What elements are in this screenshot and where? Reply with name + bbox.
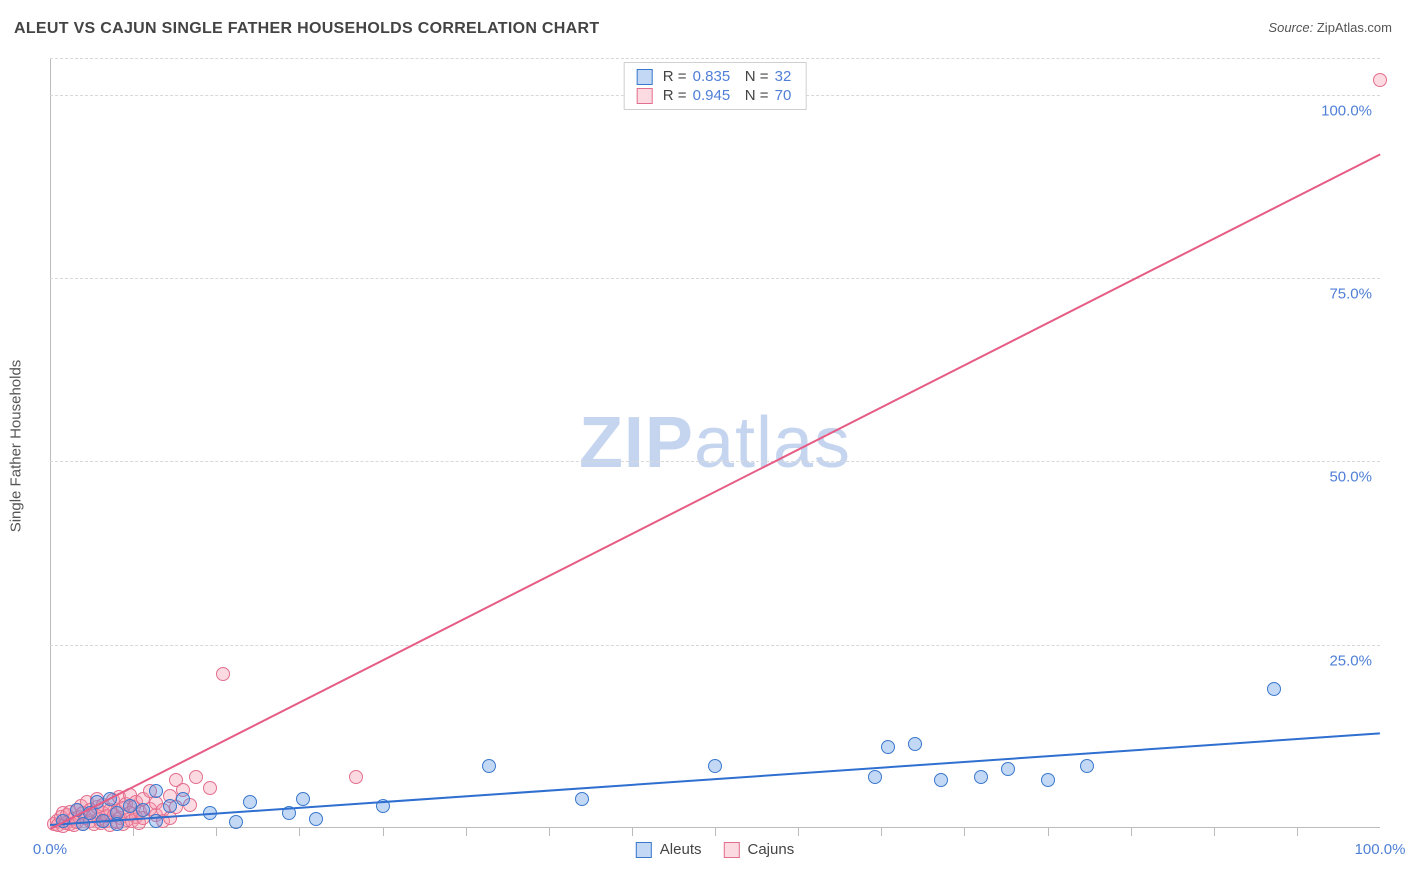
legend-stats-text: R = 0.835 N = 32 [663, 68, 794, 85]
y-tick-label: 100.0% [1321, 102, 1372, 119]
marker-aleuts [243, 795, 257, 809]
x-tick [216, 828, 217, 836]
legend-item-cajuns: Cajuns [724, 841, 795, 858]
legend-series: Aleuts Cajuns [636, 841, 794, 858]
legend-stats: R = 0.835 N = 32 R = 0.945 N = 70 [624, 62, 807, 110]
gridline-h [50, 278, 1380, 279]
marker-aleuts [1267, 682, 1281, 696]
marker-aleuts [176, 792, 190, 806]
marker-aleuts [575, 792, 589, 806]
x-tick [1297, 828, 1298, 836]
gridline-h [50, 645, 1380, 646]
marker-aleuts [163, 799, 177, 813]
marker-aleuts [309, 812, 323, 826]
marker-aleuts [868, 770, 882, 784]
legend-stats-row-cajuns: R = 0.945 N = 70 [637, 86, 794, 105]
y-tick-label: 75.0% [1329, 286, 1372, 303]
marker-aleuts [1001, 762, 1015, 776]
scatter-plot: ZIPatlas 25.0%50.0%75.0%100.0%0.0%100.0%… [50, 58, 1380, 828]
x-tick [1048, 828, 1049, 836]
marker-aleuts [1041, 773, 1055, 787]
marker-aleuts [708, 759, 722, 773]
swatch-cajuns [637, 88, 653, 104]
marker-aleuts [974, 770, 988, 784]
x-tick [964, 828, 965, 836]
marker-aleuts [296, 792, 310, 806]
x-tick [632, 828, 633, 836]
x-tick [1131, 828, 1132, 836]
marker-aleuts [881, 740, 895, 754]
legend-item-label: Cajuns [748, 841, 795, 858]
x-tick [466, 828, 467, 836]
marker-aleuts [934, 773, 948, 787]
x-tick [133, 828, 134, 836]
marker-aleuts [229, 815, 243, 829]
marker-aleuts [482, 759, 496, 773]
marker-aleuts [136, 803, 150, 817]
legend-stats-text: R = 0.945 N = 70 [663, 87, 794, 104]
legend-stats-row-aleuts: R = 0.835 N = 32 [637, 67, 794, 86]
source-attribution: Source: ZipAtlas.com [1268, 20, 1392, 35]
x-tick [383, 828, 384, 836]
marker-cajuns [203, 781, 217, 795]
marker-aleuts [1080, 759, 1094, 773]
x-tick [299, 828, 300, 836]
marker-cajuns [349, 770, 363, 784]
marker-aleuts [149, 784, 163, 798]
y-axis-label: Single Father Households [8, 360, 25, 533]
marker-cajuns [216, 667, 230, 681]
legend-item-label: Aleuts [660, 841, 702, 858]
gridline-h [50, 58, 1380, 59]
trendline-aleuts [50, 733, 1380, 827]
x-tick-label: 0.0% [33, 841, 67, 858]
marker-aleuts [123, 799, 137, 813]
y-tick-label: 50.0% [1329, 469, 1372, 486]
swatch-aleuts [637, 69, 653, 85]
y-tick-label: 25.0% [1329, 652, 1372, 669]
legend-item-aleuts: Aleuts [636, 841, 702, 858]
swatch-aleuts [636, 842, 652, 858]
swatch-cajuns [724, 842, 740, 858]
x-tick [1214, 828, 1215, 836]
y-axis-line [50, 58, 51, 828]
x-tick [881, 828, 882, 836]
marker-cajuns [189, 770, 203, 784]
marker-cajuns [1373, 73, 1387, 87]
trendline-cajuns [50, 153, 1381, 829]
gridline-h [50, 461, 1380, 462]
x-tick [549, 828, 550, 836]
marker-aleuts [908, 737, 922, 751]
x-tick-label: 100.0% [1355, 841, 1406, 858]
x-tick [715, 828, 716, 836]
chart-title: ALEUT VS CAJUN SINGLE FATHER HOUSEHOLDS … [14, 20, 599, 37]
x-tick [798, 828, 799, 836]
